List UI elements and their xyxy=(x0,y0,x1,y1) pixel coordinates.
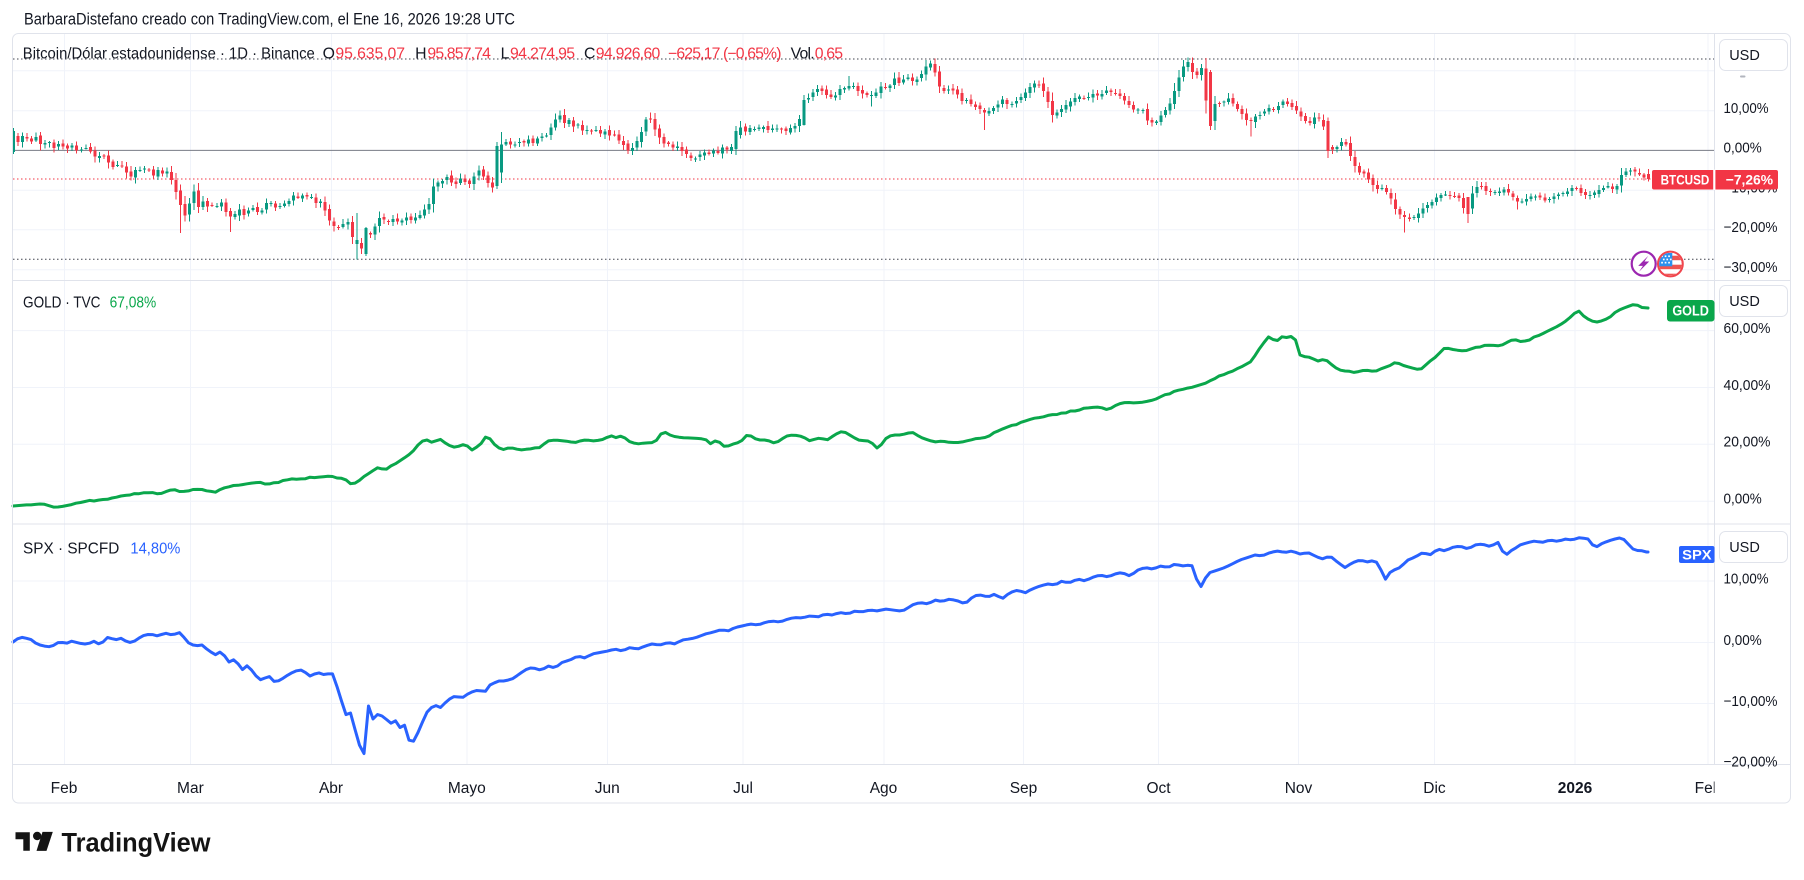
svg-text:Ago: Ago xyxy=(870,780,898,797)
svg-text:0,00%: 0,00% xyxy=(1724,492,1762,508)
svg-text:Mar: Mar xyxy=(177,780,204,797)
svg-text:SPX: SPX xyxy=(1682,546,1712,562)
svg-text:BTCUSD: BTCUSD xyxy=(1661,173,1710,189)
svg-text:USD: USD xyxy=(1729,48,1760,64)
svg-text:60,00%: 60,00% xyxy=(1724,321,1771,337)
svg-text:10,00%: 10,00% xyxy=(1724,101,1769,117)
svg-text:Dic: Dic xyxy=(1423,780,1446,797)
svg-text:GOLD · TVC: GOLD · TVC xyxy=(23,294,101,311)
svg-text:40,00%: 40,00% xyxy=(1724,378,1771,394)
svg-text:Mayo: Mayo xyxy=(448,780,486,797)
svg-text:Jul: Jul xyxy=(733,780,753,797)
svg-text:TradingView: TradingView xyxy=(62,828,211,858)
svg-text:−20,00%: −20,00% xyxy=(1724,220,1778,236)
svg-text:Jun: Jun xyxy=(595,780,620,797)
svg-text:2026: 2026 xyxy=(1558,780,1593,797)
svg-text:Feb: Feb xyxy=(1695,780,1722,797)
svg-text:−20,00%: −20,00% xyxy=(1724,754,1778,770)
svg-text:0,00%: 0,00% xyxy=(1724,633,1762,649)
svg-text:−10,00%: −10,00% xyxy=(1724,694,1778,710)
svg-text:10,00%: 10,00% xyxy=(1724,571,1769,587)
svg-text:−7,26%: −7,26% xyxy=(1726,173,1774,189)
svg-text:Oct: Oct xyxy=(1146,780,1171,797)
svg-text:0,00%: 0,00% xyxy=(1724,141,1762,157)
svg-text:−30,00%: −30,00% xyxy=(1724,260,1778,276)
svg-text:BarbaraDistefano creado con Tr: BarbaraDistefano creado con TradingView.… xyxy=(24,11,515,29)
svg-text:SPX · SPCFD: SPX · SPCFD xyxy=(23,541,119,558)
svg-text:USD: USD xyxy=(1729,294,1760,310)
svg-text:14,80%: 14,80% xyxy=(130,541,180,558)
svg-text:GOLD: GOLD xyxy=(1672,304,1709,320)
svg-text:67,08%: 67,08% xyxy=(110,294,157,311)
svg-text:Abr: Abr xyxy=(319,780,343,797)
svg-text:Sep: Sep xyxy=(1010,780,1038,797)
svg-text:Bitcoin/Dólar estadounidense ·: Bitcoin/Dólar estadounidense · 1D · Bina… xyxy=(23,46,315,63)
svg-text:20,00%: 20,00% xyxy=(1724,435,1771,451)
svg-text:Nov: Nov xyxy=(1285,780,1313,797)
svg-text:Feb: Feb xyxy=(51,780,78,797)
svg-text:USD: USD xyxy=(1729,540,1760,556)
